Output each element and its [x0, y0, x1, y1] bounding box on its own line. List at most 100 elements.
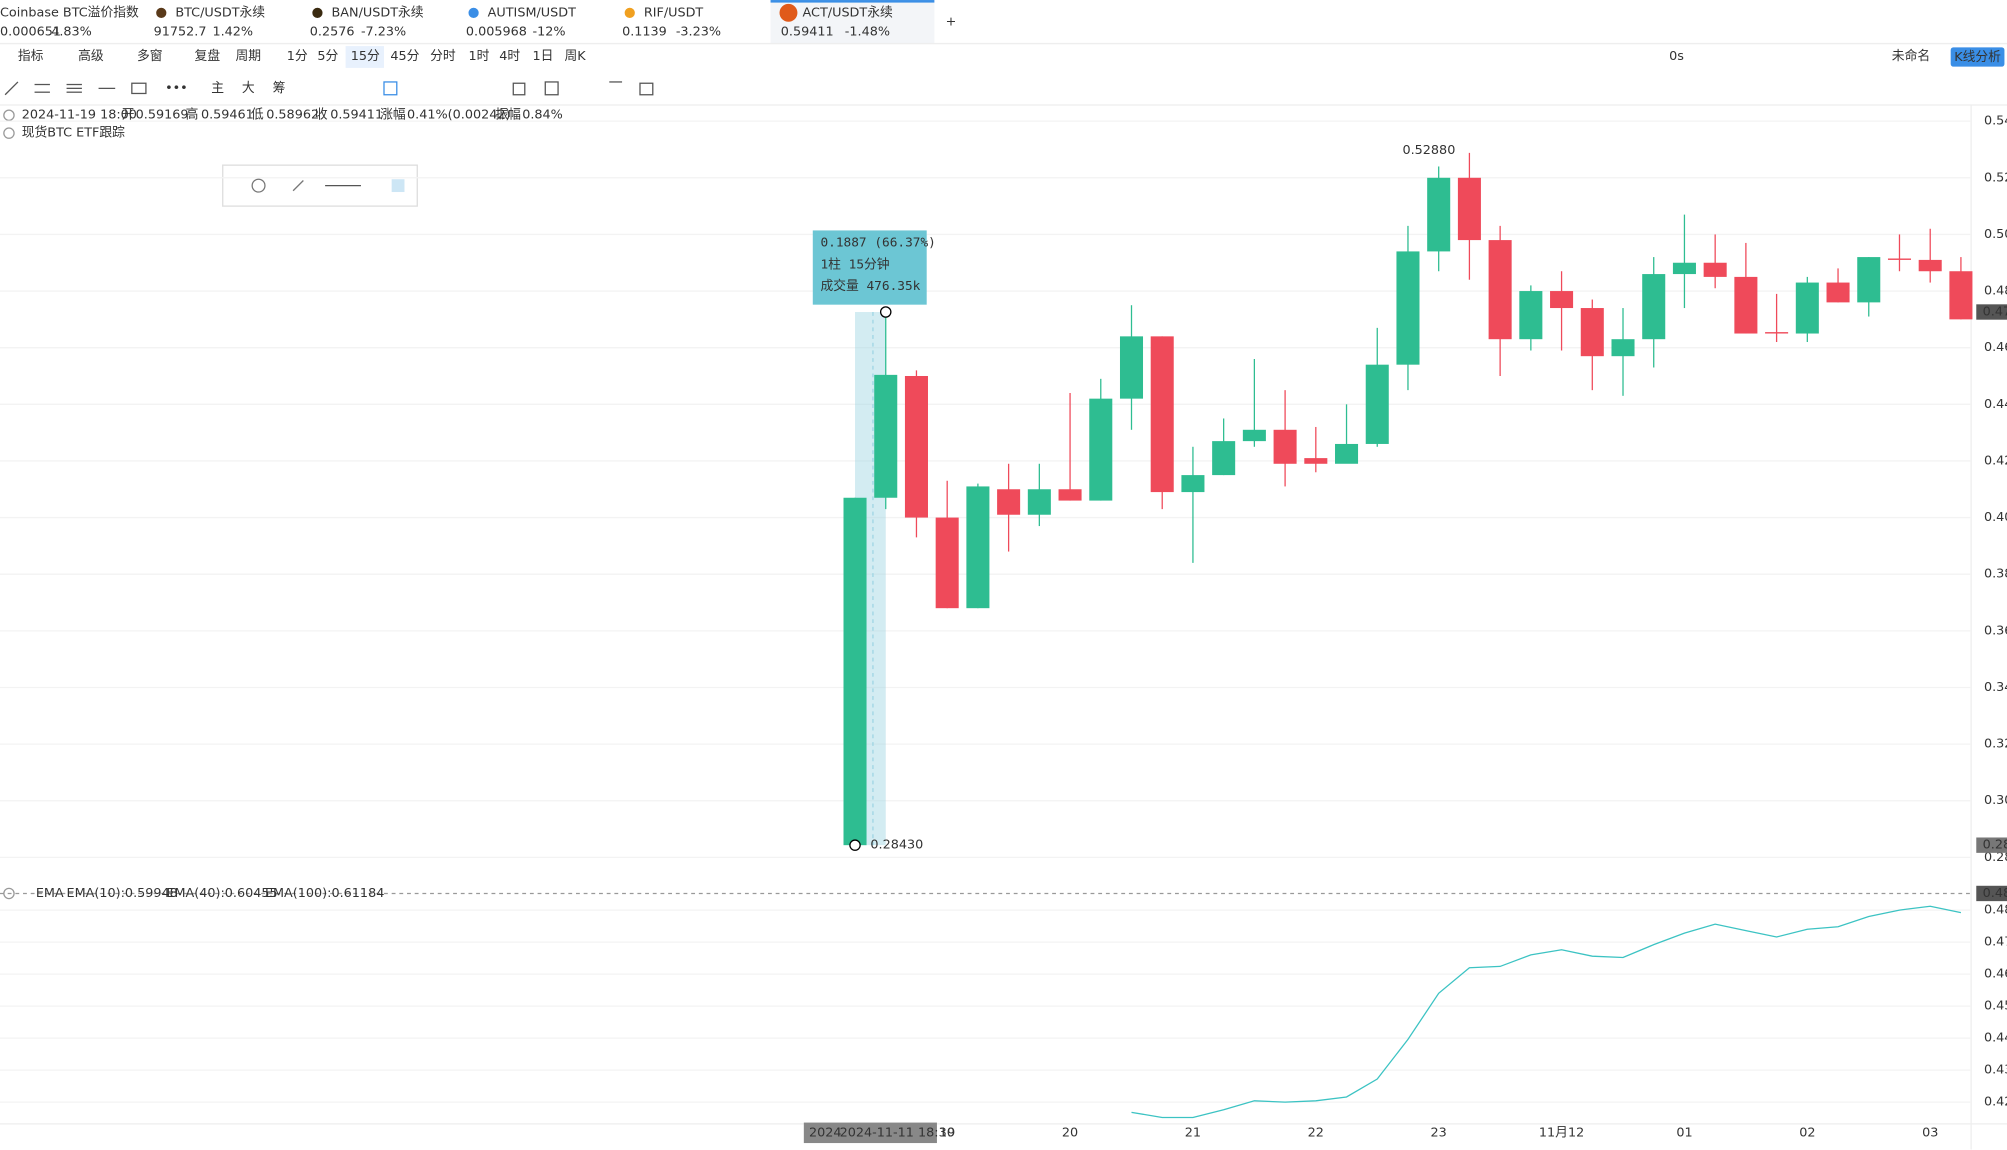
candle-body	[1181, 475, 1205, 493]
tab-price[interactable]: 0.1139	[622, 25, 667, 40]
candle-body	[1519, 291, 1543, 340]
active-tab-bg	[770, 0, 935, 44]
toolbar-button[interactable]: 高级	[78, 48, 104, 64]
interval-button[interactable]: 1时	[468, 49, 489, 64]
candle-body	[1089, 398, 1113, 501]
layout-name[interactable]: 未命名	[1892, 48, 1930, 64]
y-tick-label: 0.48	[1984, 284, 2007, 299]
tab-name[interactable]: ACT/USDT永续	[803, 5, 893, 20]
measure-text: 成交量 476.35k	[820, 278, 920, 294]
interval-button[interactable]: 15分	[351, 49, 380, 64]
y-tick-label: 0.40	[1984, 510, 2007, 525]
crosshair-time: 2024-11-11 18:30	[840, 1125, 955, 1140]
legend-open: 0.59169	[136, 108, 189, 123]
interval-button[interactable]: 4时	[499, 49, 520, 64]
indicator-button[interactable]: 主	[211, 81, 224, 96]
tab-change[interactable]: -12%	[532, 25, 565, 40]
candle-body	[1427, 177, 1451, 252]
candle-body	[1242, 429, 1266, 442]
analysis-button[interactable]: K线分析	[1954, 50, 2001, 65]
tab-change[interactable]: 4.83%	[51, 25, 92, 40]
icon[interactable]	[292, 180, 304, 192]
tab-name[interactable]: BTC/USDT永续	[175, 5, 265, 20]
interval-button[interactable]: 分时	[430, 49, 456, 64]
y-tick-label: 0.34	[1984, 680, 2007, 695]
tab-price[interactable]: 91752.7	[154, 25, 207, 40]
legend-amplitude: 0.84%	[522, 108, 563, 123]
tab-change[interactable]: -3.23%	[676, 25, 721, 40]
candle-body	[1212, 441, 1236, 476]
active-interval-bg	[345, 46, 384, 68]
y-tick-label: 0.45	[1984, 999, 2007, 1014]
legend-high: 0.59461	[201, 108, 254, 123]
y-tick-label: 0.46	[1984, 340, 2007, 355]
toolbar-button[interactable]: 多窗	[137, 49, 163, 64]
candle-body	[1550, 291, 1574, 309]
toolbar-button[interactable]: 周期	[236, 49, 262, 64]
collapse-icon[interactable]	[3, 127, 15, 139]
value-box	[1976, 885, 2007, 902]
candle-body	[1335, 443, 1359, 464]
price-box-label: 0.28	[1983, 838, 2007, 853]
floating-toolbar-bg	[222, 164, 418, 207]
active-tab-bar	[770, 0, 935, 3]
tab-price[interactable]: 0.59411	[781, 25, 834, 40]
toolbar-button[interactable]: 指标	[18, 49, 44, 64]
icon[interactable]	[251, 178, 266, 193]
price-box	[1976, 837, 2007, 853]
indicator-button[interactable]: 大	[242, 81, 255, 96]
y-tick-label: 0.48	[1984, 903, 2007, 918]
tab-name[interactable]: AUTISM/USDT	[488, 5, 576, 20]
x-tick-label: 22	[1308, 1125, 1324, 1140]
tab-price[interactable]: 0.000651	[0, 25, 61, 40]
draw-tool-icons[interactable]	[4, 81, 654, 96]
tab-change[interactable]: -1.48%	[845, 25, 890, 40]
collapse-icon[interactable]	[3, 109, 15, 121]
price-box	[1976, 304, 2007, 320]
y-tick-label: 0.43	[1984, 1063, 2007, 1078]
candle-body	[1672, 262, 1696, 275]
tab-change[interactable]: -7.23%	[361, 25, 406, 40]
candle-body	[1027, 489, 1051, 515]
tab-name[interactable]: BAN/USDT永续	[332, 5, 424, 20]
toolbar-button[interactable]: 复盘	[195, 48, 221, 64]
interval-button[interactable]: 5分	[317, 49, 338, 64]
measure-handle[interactable]	[879, 306, 892, 318]
interval-button[interactable]: 1分	[287, 49, 308, 64]
value-box-label: 0.48	[1983, 886, 2007, 901]
tab-name[interactable]: Coinbase BTC溢价指数	[0, 5, 139, 20]
interval-button[interactable]: 45分	[390, 49, 419, 64]
tab-price[interactable]: 0.005968	[466, 25, 527, 40]
indicator-button[interactable]: 筹	[273, 80, 286, 96]
etf-label: 现货BTC ETF跟踪	[22, 126, 125, 141]
interval-button[interactable]: 周K	[564, 49, 586, 64]
analysis-button-bg[interactable]	[1950, 47, 2005, 67]
x-tick-label: 20	[1062, 1125, 1078, 1140]
legend-datetime: 2024-11-19 18:00	[22, 108, 137, 123]
x-tick-label: 01	[1676, 1125, 1692, 1140]
legend-high-label: 高	[186, 107, 199, 123]
high-label: 0.52880	[1402, 143, 1455, 158]
add-tab[interactable]: +	[946, 14, 957, 29]
candle-body	[1119, 336, 1144, 399]
candle-body	[1949, 271, 1973, 320]
ema-legend: EMA(40):0.60455	[166, 886, 277, 901]
candle-body	[874, 374, 898, 498]
tab-price[interactable]: 0.2576	[310, 25, 355, 40]
legend-open-label: 开	[122, 108, 135, 123]
collapse-icon[interactable]	[3, 887, 15, 900]
more-icon[interactable]: •••	[165, 81, 188, 96]
interval-button[interactable]: 1日	[532, 49, 553, 64]
x-tick-label: 19	[939, 1125, 955, 1140]
candle-body	[843, 497, 867, 846]
tab-change[interactable]: 1.42%	[212, 25, 253, 40]
tab-name[interactable]: RIF/USDT	[644, 5, 704, 20]
ema-legend: EMA(10):0.59948	[67, 886, 178, 901]
price-box-label: 0.47	[1983, 305, 2007, 320]
candle-body	[1826, 282, 1850, 303]
y-tick-label: 0.28	[1984, 850, 2007, 865]
tab-icon	[624, 7, 635, 18]
icon[interactable]	[391, 179, 405, 193]
x-tick-label: 23	[1431, 1125, 1447, 1140]
measure-handle[interactable]	[849, 839, 861, 851]
